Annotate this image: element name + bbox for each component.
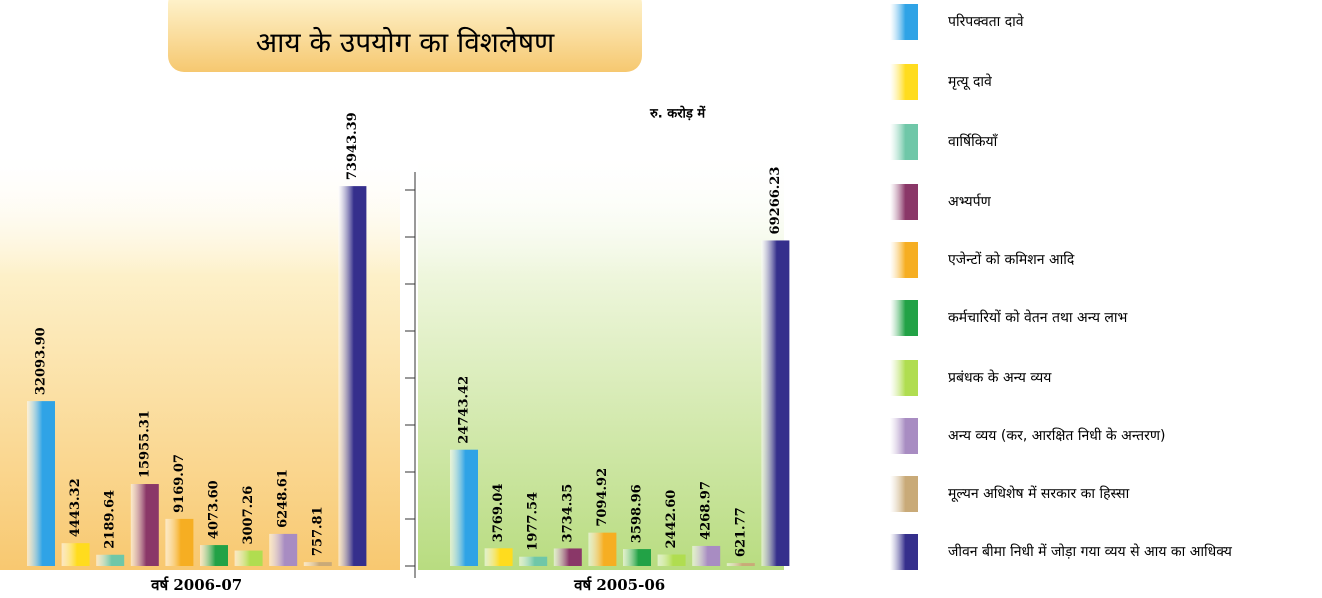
category-label: वर्ष 2005-06: [573, 576, 665, 594]
legend-label: जीवन बीमा निधी में जोड़ा गया व्यय से आय …: [948, 543, 1233, 560]
bar: [200, 545, 228, 566]
legend-swatch: [890, 4, 918, 40]
panel-bg: [418, 150, 784, 570]
legend-swatch: [890, 300, 918, 336]
unit-note: रु. करोड़ में: [649, 106, 706, 122]
legend-swatch: [890, 242, 918, 278]
legend-label: मूल्यन अधिशेष में सरकार का हिस्सा: [948, 485, 1130, 502]
legend-label: वार्षिकियाँ: [948, 133, 998, 150]
value-label: 69266.23: [768, 167, 783, 235]
value-label: 1977.54: [526, 492, 541, 551]
value-label: 9169.07: [172, 454, 187, 513]
bar: [553, 548, 582, 566]
legend-label: परिपक्वता दावे: [948, 13, 1024, 30]
value-label: 7094.92: [595, 468, 610, 527]
chart-title: आय के उपयोग का विशलेषण: [256, 26, 555, 59]
bar: [269, 533, 298, 566]
bar: [623, 549, 651, 566]
bar: [165, 518, 194, 566]
category-label: वर्ष 2006-07: [150, 576, 242, 594]
legend-swatch: [890, 184, 918, 220]
legend-swatch: [890, 534, 918, 570]
value-label: 621.77: [733, 507, 748, 557]
bar: [96, 554, 125, 566]
bar: [130, 484, 159, 566]
legend-label: एजेन्टों को कमिशन आदि: [948, 251, 1075, 268]
panel-bg: [0, 150, 400, 570]
legend-swatch: [890, 360, 918, 396]
value-label: 73943.39: [345, 112, 360, 180]
bar: [61, 543, 90, 566]
bar: [303, 562, 332, 566]
value-label: 6248.61: [276, 469, 291, 528]
bar: [234, 550, 263, 566]
bar: [450, 449, 478, 566]
bar: [484, 548, 513, 566]
value-label: 32093.90: [34, 327, 49, 395]
legend-swatch: [890, 476, 918, 512]
legend-label: अभ्यर्पण: [948, 193, 992, 210]
value-label: 757.81: [310, 506, 325, 556]
legend-label: अन्य व्यय (कर, आरक्षित निधी के अन्तरण): [948, 427, 1165, 444]
bar: [588, 532, 617, 566]
value-label: 2442.60: [664, 490, 679, 549]
value-label: 4268.97: [699, 481, 714, 540]
bar: [692, 545, 721, 566]
bar: [338, 186, 367, 566]
bar: [657, 554, 686, 566]
bar: [761, 240, 790, 566]
title-box: [168, 0, 642, 72]
legend-swatch: [890, 64, 918, 100]
legend-label: प्रबंधक के अन्य व्यय: [948, 369, 1052, 386]
value-label: 3769.04: [491, 483, 506, 542]
value-label: 15955.31: [137, 410, 152, 478]
value-label: 3007.26: [241, 486, 256, 545]
bar: [27, 401, 55, 566]
legend-swatch: [890, 124, 918, 160]
value-label: 2189.64: [103, 490, 118, 549]
value-label: 4443.32: [68, 478, 83, 537]
value-label: 3598.96: [630, 484, 645, 543]
legend-label: मृत्यू दावे: [948, 73, 992, 90]
legend-swatch: [890, 418, 918, 454]
bar: [726, 563, 755, 566]
value-label: 24743.42: [457, 376, 472, 444]
value-label: 4073.60: [207, 480, 222, 539]
bar: [519, 556, 548, 566]
value-label: 3734.35: [560, 484, 575, 543]
legend-label: कर्मचारियों को वेतन तथा अन्य लाभ: [948, 309, 1129, 326]
